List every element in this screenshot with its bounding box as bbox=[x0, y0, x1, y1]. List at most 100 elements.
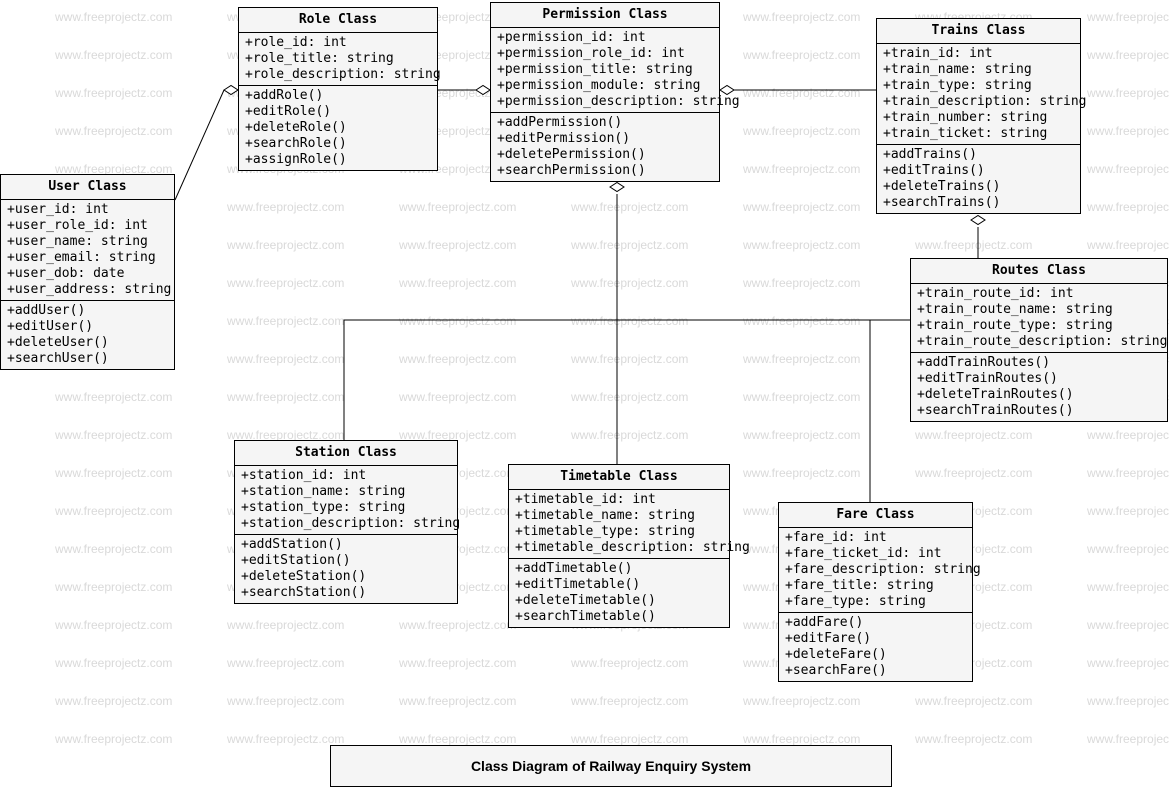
class-attributes: +permission_id: int +permission_role_id:… bbox=[491, 28, 719, 113]
watermark-text: www.freeprojectz.com bbox=[55, 504, 172, 518]
aggregation-diamond-icon bbox=[476, 86, 490, 95]
watermark-text: www.freeprojectz.com bbox=[571, 390, 688, 404]
watermark-text: www.freeprojectz.com bbox=[571, 694, 688, 708]
class-title: Station Class bbox=[235, 441, 457, 466]
class-title: Trains Class bbox=[877, 19, 1080, 44]
watermark-text: www.freeprojectz.com bbox=[915, 428, 1032, 442]
watermark-text: www.freeprojectz.com bbox=[55, 542, 172, 556]
class-operations: +addPermission() +editPermission() +dele… bbox=[491, 113, 719, 181]
watermark-text: www.freeprojectz.com bbox=[227, 276, 344, 290]
watermark-text: www.freeprojectz.com bbox=[571, 238, 688, 252]
watermark-text: www.freeprojectz.com bbox=[743, 162, 860, 176]
watermark-text: www.freeprojectz.com bbox=[399, 694, 516, 708]
watermark-text: www.freeprojectz.com bbox=[743, 276, 860, 290]
watermark-text: www.freeprojectz.com bbox=[743, 48, 860, 62]
watermark-text: www.freeprojectz.com bbox=[1087, 48, 1169, 62]
watermark-text: www.freeprojectz.com bbox=[743, 314, 860, 328]
permission-class: Permission Class +permission_id: int +pe… bbox=[490, 2, 720, 182]
watermark-text: www.freeprojectz.com bbox=[1087, 466, 1169, 480]
watermark-text: www.freeprojectz.com bbox=[571, 656, 688, 670]
watermark-text: www.freeprojectz.com bbox=[1087, 656, 1169, 670]
class-attributes: +fare_id: int +fare_ticket_id: int +fare… bbox=[779, 528, 972, 613]
watermark-text: www.freeprojectz.com bbox=[399, 200, 516, 214]
watermark-text: www.freeprojectz.com bbox=[571, 200, 688, 214]
watermark-text: www.freeprojectz.com bbox=[743, 238, 860, 252]
station-class: Station Class +station_id: int +station_… bbox=[234, 440, 458, 604]
watermark-text: www.freeprojectz.com bbox=[1087, 694, 1169, 708]
class-operations: +addRole() +editRole() +deleteRole() +se… bbox=[239, 86, 437, 170]
class-operations: +addTimetable() +editTimetable() +delete… bbox=[509, 559, 729, 627]
watermark-text: www.freeprojectz.com bbox=[1087, 86, 1169, 100]
watermark-text: www.freeprojectz.com bbox=[571, 276, 688, 290]
class-title: Fare Class bbox=[779, 503, 972, 528]
watermark-text: www.freeprojectz.com bbox=[571, 314, 688, 328]
watermark-text: www.freeprojectz.com bbox=[1087, 542, 1169, 556]
class-attributes: +train_id: int +train_name: string +trai… bbox=[877, 44, 1080, 145]
watermark-text: www.freeprojectz.com bbox=[399, 390, 516, 404]
watermark-text: www.freeprojectz.com bbox=[55, 732, 172, 746]
watermark-text: www.freeprojectz.com bbox=[743, 10, 860, 24]
watermark-text: www.freeprojectz.com bbox=[399, 238, 516, 252]
watermark-text: www.freeprojectz.com bbox=[743, 428, 860, 442]
class-title: Role Class bbox=[239, 8, 437, 33]
watermark-text: www.freeprojectz.com bbox=[399, 618, 516, 632]
class-title: Timetable Class bbox=[509, 465, 729, 490]
watermark-text: www.freeprojectz.com bbox=[55, 390, 172, 404]
class-attributes: +user_id: int +user_role_id: int +user_n… bbox=[1, 200, 174, 301]
edge-hub-station bbox=[344, 320, 617, 440]
watermark-text: www.freeprojectz.com bbox=[227, 656, 344, 670]
routes-class: Routes Class +train_route_id: int +train… bbox=[910, 258, 1168, 422]
watermark-text: www.freeprojectz.com bbox=[399, 314, 516, 328]
watermark-text: www.freeprojectz.com bbox=[55, 124, 172, 138]
watermark-text: www.freeprojectz.com bbox=[743, 124, 860, 138]
watermark-text: www.freeprojectz.com bbox=[227, 694, 344, 708]
watermark-text: www.freeprojectz.com bbox=[227, 200, 344, 214]
class-title: User Class bbox=[1, 175, 174, 200]
watermark-text: www.freeprojectz.com bbox=[227, 390, 344, 404]
watermark-text: www.freeprojectz.com bbox=[743, 200, 860, 214]
class-title: Routes Class bbox=[911, 259, 1167, 284]
role-class: Role Class +role_id: int +role_title: st… bbox=[238, 7, 438, 171]
watermark-text: www.freeprojectz.com bbox=[571, 428, 688, 442]
watermark-text: www.freeprojectz.com bbox=[1087, 10, 1169, 24]
watermark-text: www.freeprojectz.com bbox=[55, 466, 172, 480]
watermark-text: www.freeprojectz.com bbox=[55, 618, 172, 632]
watermark-text: www.freeprojectz.com bbox=[55, 10, 172, 24]
watermark-text: www.freeprojectz.com bbox=[399, 656, 516, 670]
watermark-text: www.freeprojectz.com bbox=[399, 352, 516, 366]
watermark-text: www.freeprojectz.com bbox=[55, 656, 172, 670]
watermark-text: www.freeprojectz.com bbox=[227, 314, 344, 328]
class-operations: +addTrainRoutes() +editTrainRoutes() +de… bbox=[911, 353, 1167, 421]
watermark-text: www.freeprojectz.com bbox=[55, 580, 172, 594]
class-attributes: +timetable_id: int +timetable_name: stri… bbox=[509, 490, 729, 559]
watermark-text: www.freeprojectz.com bbox=[1087, 580, 1169, 594]
edge-user-role bbox=[175, 90, 224, 200]
class-attributes: +role_id: int +role_title: string +role_… bbox=[239, 33, 437, 86]
watermark-text: www.freeprojectz.com bbox=[1087, 732, 1169, 746]
fare-class: Fare Class +fare_id: int +fare_ticket_id… bbox=[778, 502, 973, 682]
diagram-caption-text: Class Diagram of Railway Enquiry System bbox=[471, 758, 751, 774]
watermark-text: www.freeprojectz.com bbox=[1087, 428, 1169, 442]
watermark-text: www.freeprojectz.com bbox=[227, 618, 344, 632]
watermark-text: www.freeprojectz.com bbox=[915, 732, 1032, 746]
class-operations: +addTrains() +editTrains() +deleteTrains… bbox=[877, 145, 1080, 213]
watermark-text: www.freeprojectz.com bbox=[227, 238, 344, 252]
class-attributes: +station_id: int +station_name: string +… bbox=[235, 466, 457, 535]
aggregation-diamond-icon bbox=[971, 216, 985, 225]
user-class: User Class +user_id: int +user_role_id: … bbox=[0, 174, 175, 370]
trains-class: Trains Class +train_id: int +train_name:… bbox=[876, 18, 1081, 214]
watermark-text: www.freeprojectz.com bbox=[1087, 200, 1169, 214]
class-title: Permission Class bbox=[491, 3, 719, 28]
watermark-text: www.freeprojectz.com bbox=[55, 428, 172, 442]
class-operations: +addStation() +editStation() +deleteStat… bbox=[235, 535, 457, 603]
watermark-text: www.freeprojectz.com bbox=[571, 732, 688, 746]
canvas: { "diagram_title": "Class Diagram of Rai… bbox=[0, 0, 1169, 792]
watermark-text: www.freeprojectz.com bbox=[743, 732, 860, 746]
watermark-text: www.freeprojectz.com bbox=[1087, 162, 1169, 176]
watermark-text: www.freeprojectz.com bbox=[55, 86, 172, 100]
watermark-text: www.freeprojectz.com bbox=[743, 466, 860, 480]
class-operations: +addFare() +editFare() +deleteFare() +se… bbox=[779, 613, 972, 681]
aggregation-diamond-icon bbox=[610, 183, 624, 192]
timetable-class: Timetable Class +timetable_id: int +time… bbox=[508, 464, 730, 628]
watermark-text: www.freeprojectz.com bbox=[1087, 618, 1169, 632]
